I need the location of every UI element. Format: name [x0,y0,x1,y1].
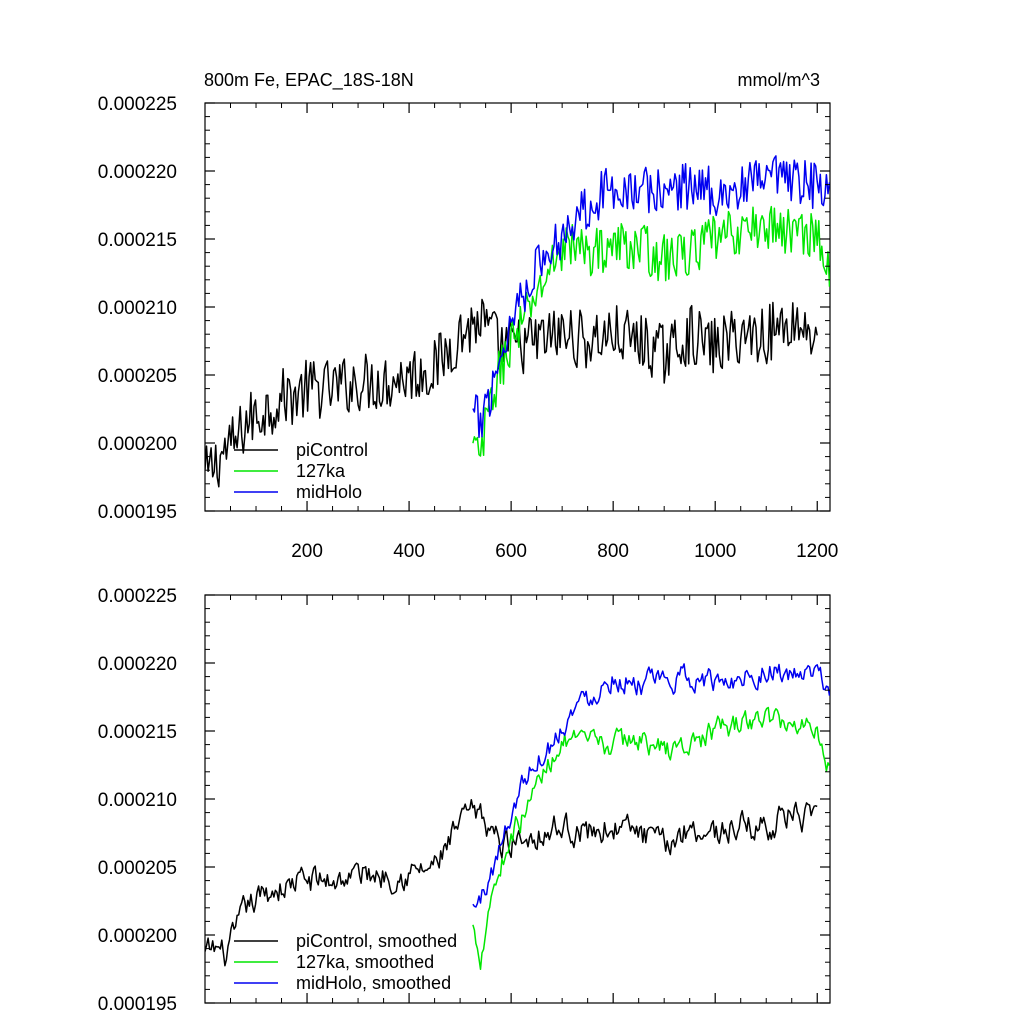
y-tick-label: 0.000200 [98,434,177,455]
legend-label: midHolo, smoothed [296,973,451,993]
legend-label: piControl [296,440,368,460]
y-tick-label: 0.000195 [98,994,177,1015]
series-line-midholo [472,155,830,439]
y-tick-label: 0.000220 [98,162,177,183]
y-tick-label: 0.000200 [98,926,177,947]
legend-label: 127ka [296,461,346,481]
x-tick-label: 200 [291,541,323,562]
x-tick-label: 1200 [796,541,838,562]
y-tick-label: 0.000205 [98,366,177,387]
series-line-picontrol-smoothed [205,798,818,967]
legend-label: midHolo [296,482,362,502]
legend-label: 127ka, smoothed [296,952,434,972]
y-tick-label: 0.000195 [98,502,177,523]
series-line-127ka-smoothed [472,706,830,971]
y-tick-label: 0.000215 [98,722,177,743]
y-tick-label: 0.000205 [98,858,177,879]
series-group [205,663,830,971]
y-tick-label: 0.000210 [98,790,177,811]
legend-label: piControl, smoothed [296,931,457,951]
bottom-panel: 0.000195 0.000200 0.000205 0.000210 0.000215… [98,586,831,1015]
y-tick-label: 0.000220 [98,654,177,675]
x-tick-label: 1000 [694,541,736,562]
y-tick-label: 0.000225 [98,586,177,607]
series-line-127ka [472,205,830,457]
panel-units-label: mmol/m^3 [738,70,820,90]
y-tick-label: 0.000210 [98,298,177,319]
y-tick-label: 0.000215 [98,230,177,251]
series-line-midholo-smoothed [472,663,830,908]
y-tick-label: 0.000225 [98,94,177,115]
top-panel: 800m Fe, EPAC_18S-18N mmol/m^3 0.000195 0… [98,70,839,562]
x-tick-label: 800 [597,541,629,562]
x-tick-label: 400 [393,541,425,562]
x-tick-label: 600 [495,541,527,562]
panel-title-left: 800m Fe, EPAC_18S-18N [204,70,414,91]
series-group [205,155,830,488]
